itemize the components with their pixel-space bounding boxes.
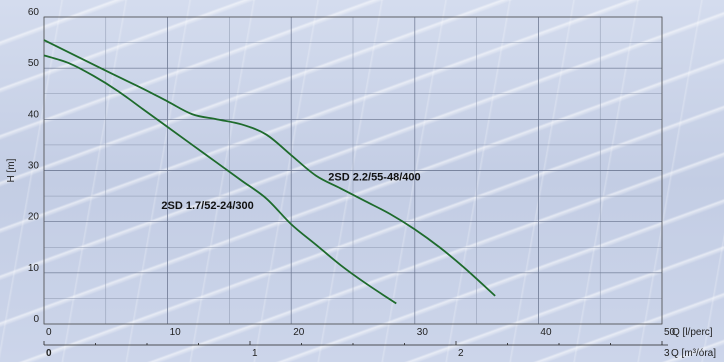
- x-axis-label: Q [l/perc]: [672, 327, 713, 338]
- y-tick-label: 50: [28, 58, 40, 69]
- x-tick-label: 10: [170, 327, 182, 338]
- curve-labels: 2SD 2.2/55-48/400 2SD 1.7/52-24/300: [161, 172, 420, 212]
- secondary-x-tick-label: 0: [46, 348, 52, 359]
- y-tick-label: 40: [28, 109, 40, 120]
- secondary-x-axis: 0 1 2 3: [43, 341, 670, 359]
- y-tick-label: 10: [28, 263, 40, 274]
- x-tick-label: 50: [664, 327, 676, 338]
- x-tick-label: 30: [417, 327, 429, 338]
- y-tick-labels: 0 10 20 30 40 50 60: [28, 7, 40, 325]
- x-tick-label: 20: [293, 327, 305, 338]
- y-tick-label: 20: [28, 212, 40, 223]
- x-tick-label: 40: [540, 327, 552, 338]
- y-axis-label: H [m]: [6, 158, 17, 182]
- x-tick-label: 0: [46, 327, 52, 338]
- secondary-x-axis-label: Q [m³/óra]: [671, 348, 716, 359]
- secondary-x-tick-label: 1: [252, 348, 258, 359]
- series-line-1: [43, 39, 496, 297]
- curve-label: 2SD 1.7/52-24/300: [161, 200, 253, 212]
- y-tick-label: 30: [28, 161, 40, 172]
- secondary-x-tick-label: 2: [458, 348, 464, 359]
- secondary-x-tick-label: 3: [664, 348, 670, 359]
- y-tick-label: 0: [33, 314, 39, 325]
- x-tick-labels: 0 10 20 30 40 50: [46, 327, 676, 338]
- series-line-2: [43, 54, 397, 305]
- series-lines: [43, 39, 496, 305]
- plot-frame: [43, 16, 663, 325]
- y-tick-label: 60: [28, 7, 40, 18]
- curve-label: 2SD 2.2/55-48/400: [328, 172, 420, 184]
